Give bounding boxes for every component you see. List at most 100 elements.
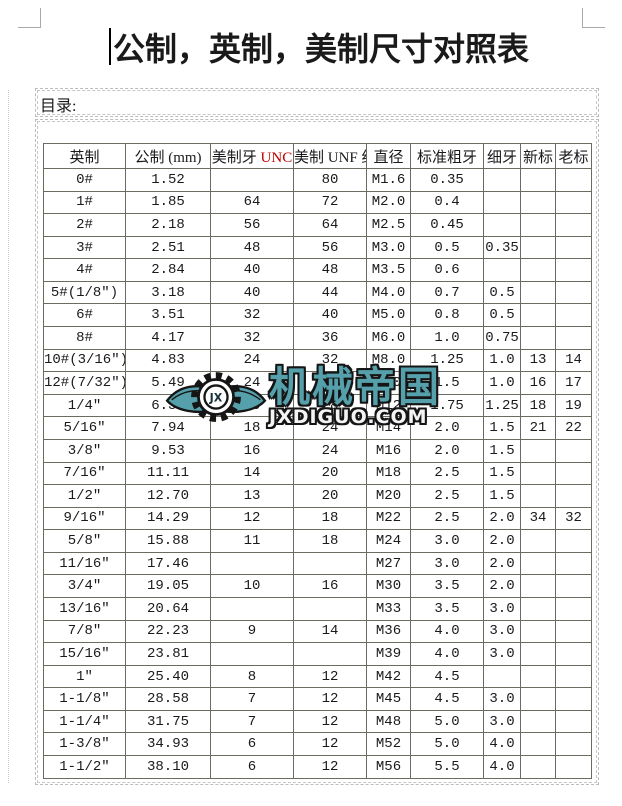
table-cell[interactable]: 18: [210, 416, 294, 440]
table-cell[interactable]: 1″: [43, 664, 126, 689]
table-cell[interactable]: [555, 213, 592, 237]
table-cell[interactable]: 2.0: [410, 416, 484, 440]
table-cell[interactable]: 0.5: [410, 235, 484, 260]
table-cell[interactable]: 4.0: [410, 642, 484, 666]
table-cell[interactable]: 1.5: [483, 416, 521, 440]
table-cell[interactable]: [483, 168, 521, 192]
table-cell[interactable]: [210, 168, 294, 192]
table-cell[interactable]: 5/8″: [43, 529, 126, 553]
table-cell[interactable]: 12: [293, 755, 367, 779]
table-cell[interactable]: 34.93: [125, 732, 211, 757]
table-cell[interactable]: 2.0: [483, 506, 521, 531]
table-cell[interactable]: 0.7: [410, 280, 484, 305]
table-cell[interactable]: 2.84: [125, 258, 211, 282]
table-cell[interactable]: 3.5: [410, 596, 484, 621]
table-cell[interactable]: 4.0: [483, 732, 521, 757]
table-cell[interactable]: 7/16″: [43, 461, 126, 486]
table-cell[interactable]: [555, 190, 592, 215]
table-cell[interactable]: 4.17: [125, 326, 211, 350]
table-cell[interactable]: [555, 709, 592, 734]
table-cell[interactable]: M33: [366, 596, 411, 621]
table-cell[interactable]: 0.4: [410, 190, 484, 215]
table-cell[interactable]: M48: [366, 709, 411, 734]
table-cell[interactable]: M27: [366, 551, 411, 576]
table-cell[interactable]: [555, 551, 592, 576]
table-cell[interactable]: 20: [293, 461, 367, 486]
table-cell[interactable]: 1.0: [410, 326, 484, 350]
table-cell[interactable]: 12: [293, 709, 367, 734]
table-cell[interactable]: 3.51: [125, 303, 211, 328]
table-cell[interactable]: 56: [293, 235, 367, 260]
table-cell[interactable]: 20.64: [125, 596, 211, 621]
table-cell[interactable]: 17.46: [125, 551, 211, 576]
table-cell[interactable]: 18: [520, 393, 556, 418]
table-cell[interactable]: 14.29: [125, 506, 211, 531]
table-cell[interactable]: 2.0: [483, 551, 521, 576]
table-cell[interactable]: 1.5: [483, 438, 521, 463]
table-cell[interactable]: 12#(7/32″): [43, 371, 126, 395]
table-cell[interactable]: 64: [293, 213, 367, 237]
table-cell[interactable]: 14: [293, 619, 367, 644]
table-cell[interactable]: 5/16″: [43, 416, 126, 440]
table-cell[interactable]: 0.35: [483, 235, 521, 260]
table-cell[interactable]: M20: [366, 484, 411, 508]
table-cell[interactable]: M52: [366, 732, 411, 757]
table-cell[interactable]: [520, 596, 556, 621]
table-cell[interactable]: 5.0: [410, 732, 484, 757]
table-cell[interactable]: 1/2″: [43, 484, 126, 508]
table-cell[interactable]: 8: [210, 664, 294, 689]
table-cell[interactable]: M24: [366, 529, 411, 553]
table-cell[interactable]: 1-1/2″: [43, 755, 126, 779]
table-cell[interactable]: M14: [366, 416, 411, 440]
table-cell[interactable]: 3.0: [483, 709, 521, 734]
table-cell[interactable]: 12: [293, 664, 367, 689]
table-cell[interactable]: 3/8″: [43, 438, 126, 463]
table-cell[interactable]: 15.88: [125, 529, 211, 553]
table-cell[interactable]: 6: [210, 755, 294, 779]
table-cell[interactable]: 22: [555, 416, 592, 440]
table-cell[interactable]: M5.0: [366, 303, 411, 328]
table-cell[interactable]: 10: [210, 574, 294, 598]
table-cell[interactable]: M4.0: [366, 280, 411, 305]
table-cell[interactable]: [520, 213, 556, 237]
table-cell[interactable]: M16: [366, 438, 411, 463]
table-cell[interactable]: 0.75: [483, 326, 521, 350]
table-cell[interactable]: M56: [366, 755, 411, 779]
table-cell[interactable]: 32: [210, 326, 294, 350]
table-cell[interactable]: [520, 438, 556, 463]
table-cell[interactable]: [210, 551, 294, 576]
table-cell[interactable]: 1#: [43, 190, 126, 215]
table-cell[interactable]: [555, 280, 592, 305]
table-cell[interactable]: 2.0: [483, 529, 521, 553]
table-cell[interactable]: 0.45: [410, 213, 484, 237]
table-cell[interactable]: 6#: [43, 303, 126, 328]
table-cell[interactable]: 32: [293, 348, 367, 373]
table-cell[interactable]: 1-1/8″: [43, 687, 126, 711]
table-cell[interactable]: 2.0: [483, 574, 521, 598]
table-cell[interactable]: 1.25: [410, 348, 484, 373]
table-cell[interactable]: 20: [293, 484, 367, 508]
table-cell[interactable]: 2.51: [125, 235, 211, 260]
table-cell[interactable]: 23.81: [125, 642, 211, 666]
table-cell[interactable]: [520, 484, 556, 508]
table-cell[interactable]: 3.0: [410, 529, 484, 553]
table-cell[interactable]: 0.35: [410, 168, 484, 192]
table-cell[interactable]: 4.5: [410, 687, 484, 711]
table-cell[interactable]: [520, 280, 556, 305]
table-cell[interactable]: 28: [293, 371, 367, 395]
table-cell[interactable]: M10: [366, 371, 411, 395]
table-cell[interactable]: 24: [210, 348, 294, 373]
table-cell[interactable]: 13: [210, 484, 294, 508]
table-cell[interactable]: 44: [293, 280, 367, 305]
table-cell[interactable]: 1.25: [483, 393, 521, 418]
table-cell[interactable]: M18: [366, 461, 411, 486]
table-cell[interactable]: M2.5: [366, 213, 411, 237]
table-cell[interactable]: 1.5: [483, 484, 521, 508]
table-cell[interactable]: [520, 461, 556, 486]
table-cell[interactable]: 64: [210, 190, 294, 215]
table-cell[interactable]: [293, 596, 367, 621]
table-cell[interactable]: [520, 551, 556, 576]
table-cell[interactable]: [293, 642, 367, 666]
page-title[interactable]: 公制，英制，美制尺寸对照表: [113, 31, 530, 67]
table-cell[interactable]: [520, 642, 556, 666]
